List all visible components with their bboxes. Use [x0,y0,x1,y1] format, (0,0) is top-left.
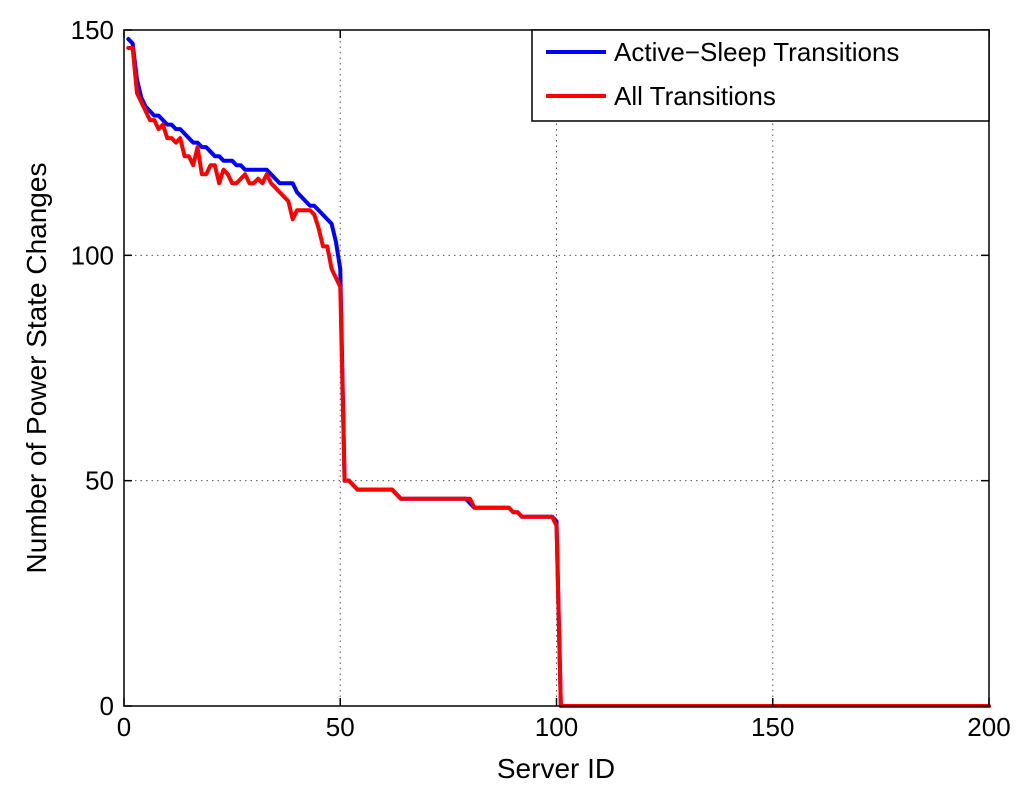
grid-lines [124,30,989,706]
x-tick-label: 0 [117,712,131,742]
y-tick-label: 0 [100,691,114,721]
legend: Active−Sleep Transitions All Transitions [531,29,990,122]
y-axis-label: Number of Power State Changes [21,163,52,574]
x-tick-label: 150 [751,712,794,742]
y-tick-label: 50 [85,466,114,496]
y-tick-label: 150 [71,15,114,45]
series-line-all-transitions [126,46,991,708]
x-tick-label: 100 [535,712,578,742]
x-tick-label: 50 [326,712,355,742]
x-axis-label: Server ID [497,753,615,784]
series-group [126,37,991,708]
y-tick-label: 100 [71,240,114,270]
legend-label-all-transitions: All Transitions [614,81,776,111]
tick-labels: 0 50 100 150 200 0 50 100 150 [71,15,1011,742]
x-tick-label: 200 [967,712,1010,742]
legend-box [531,29,990,122]
legend-label-active-sleep: Active−Sleep Transitions [614,37,899,67]
